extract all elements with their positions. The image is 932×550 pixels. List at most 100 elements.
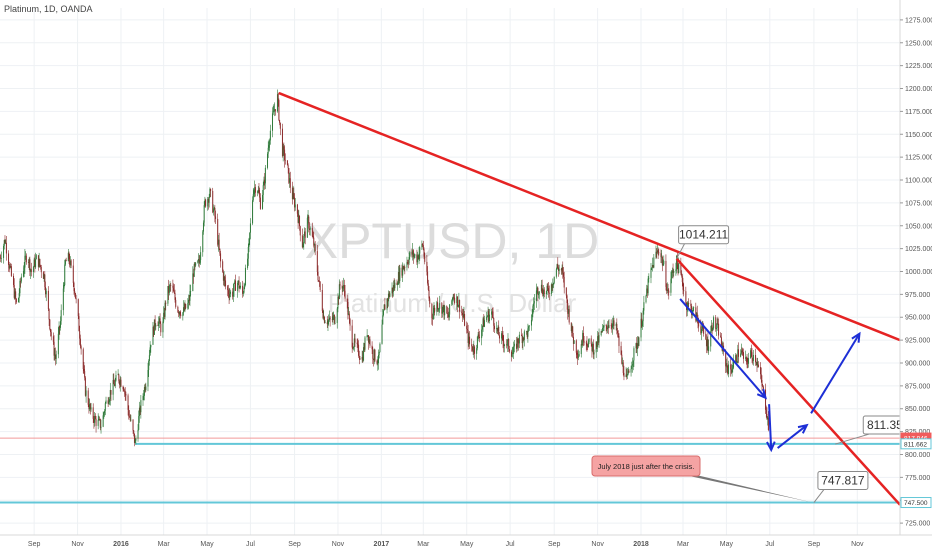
arrow-shaft xyxy=(679,298,767,399)
candle-body xyxy=(672,270,674,273)
candle-body xyxy=(215,216,217,219)
candle-body xyxy=(364,337,366,350)
candle-body xyxy=(228,294,230,298)
candle-body xyxy=(327,320,329,325)
candle-body xyxy=(72,265,74,283)
candle-body xyxy=(368,335,370,343)
candle-body xyxy=(237,282,239,291)
candle-body xyxy=(207,198,209,207)
candle-body xyxy=(257,189,259,192)
candle-body xyxy=(10,266,12,276)
time-tick-label: Jul xyxy=(506,541,515,548)
candle-body xyxy=(416,254,418,263)
candle-body xyxy=(13,284,15,298)
price-tick-label: 875.000 xyxy=(905,383,930,390)
time-tick-label: 2017 xyxy=(374,541,390,548)
candle-body xyxy=(413,255,415,257)
candle-body xyxy=(124,390,126,395)
candle-body xyxy=(94,415,96,419)
candle-body xyxy=(563,276,565,288)
trendline xyxy=(278,91,901,342)
candle-body xyxy=(277,94,279,101)
candle-body xyxy=(318,280,320,282)
candle-body xyxy=(750,350,752,353)
price-axis[interactable]: 725.000750.000775.000800.000825.000850.0… xyxy=(899,0,932,550)
candle-body xyxy=(731,369,733,373)
candle-body xyxy=(316,251,318,272)
candle-body xyxy=(417,255,419,259)
candle-body xyxy=(703,328,705,334)
candle-body xyxy=(444,306,446,316)
candle-body xyxy=(114,384,116,387)
candle-body xyxy=(55,354,57,359)
candle-body xyxy=(464,313,466,326)
candle-body xyxy=(323,316,325,323)
candle-body xyxy=(30,269,32,273)
candle-body xyxy=(90,407,92,410)
candle-body xyxy=(517,338,519,343)
candle-body xyxy=(615,324,617,326)
candle-body xyxy=(668,290,670,293)
candle-body xyxy=(442,305,444,307)
candle-body xyxy=(750,350,752,359)
candle-body xyxy=(70,260,72,266)
candle-body xyxy=(202,222,204,232)
time-tick-label: Mar xyxy=(417,541,430,548)
candle-body xyxy=(745,357,747,358)
candle-body xyxy=(755,361,757,363)
candle-body xyxy=(590,338,592,344)
candle-body xyxy=(110,389,112,395)
candle-body xyxy=(135,438,137,441)
candle-body xyxy=(100,426,102,428)
candle-body xyxy=(127,395,129,410)
candle-body xyxy=(326,322,328,325)
price-callouts[interactable]: 1014.211 811.355 747.817 July 2018 just aft… xyxy=(591,225,914,503)
candle-body xyxy=(371,345,373,350)
candle-body xyxy=(665,260,667,287)
candle-body xyxy=(34,259,36,268)
candle-body xyxy=(553,276,555,283)
candle-body xyxy=(220,253,222,262)
blue-arrows[interactable] xyxy=(679,298,861,453)
candle-body xyxy=(736,362,738,363)
callout: 1014.211 xyxy=(676,225,730,259)
candle-body xyxy=(705,333,707,340)
candle-body xyxy=(143,386,145,396)
candle-body xyxy=(82,349,84,369)
candle-body xyxy=(411,251,413,255)
candle-body xyxy=(249,232,251,239)
candle-body xyxy=(687,302,689,308)
price-tick-label: 775.000 xyxy=(905,475,930,482)
candle-body xyxy=(225,280,227,287)
candle-body xyxy=(399,267,401,282)
candle-body xyxy=(23,267,25,271)
candle-body xyxy=(720,337,722,347)
candle-body xyxy=(756,361,758,366)
candle-body xyxy=(311,228,313,237)
candle-body xyxy=(656,250,658,253)
time-axis[interactable]: Sep Nov 2016 Mar May Jul Sep Nov 2017 Mar May Jul Se… xyxy=(0,534,932,550)
candle-body xyxy=(740,350,742,354)
candle-body xyxy=(103,413,105,416)
candle-body xyxy=(282,146,284,157)
candle-body xyxy=(193,273,195,277)
price-tick-label: 1275.000 xyxy=(905,17,932,24)
candle-body xyxy=(681,275,683,283)
horizontal-levels[interactable] xyxy=(0,437,900,504)
candle-body xyxy=(762,386,764,390)
candle-body xyxy=(84,371,86,378)
trendlines[interactable] xyxy=(278,91,901,506)
candle-body xyxy=(757,364,759,366)
price-tag-box xyxy=(900,497,932,509)
candle-body xyxy=(369,339,371,346)
candle-body xyxy=(512,353,514,355)
candle-body xyxy=(339,284,341,286)
candle-body xyxy=(472,350,474,353)
candle-body xyxy=(696,312,698,319)
candle-body xyxy=(373,349,375,361)
candle-body xyxy=(474,346,476,354)
candle-body xyxy=(79,331,81,339)
candle-body xyxy=(487,311,489,317)
trendline xyxy=(675,257,901,506)
